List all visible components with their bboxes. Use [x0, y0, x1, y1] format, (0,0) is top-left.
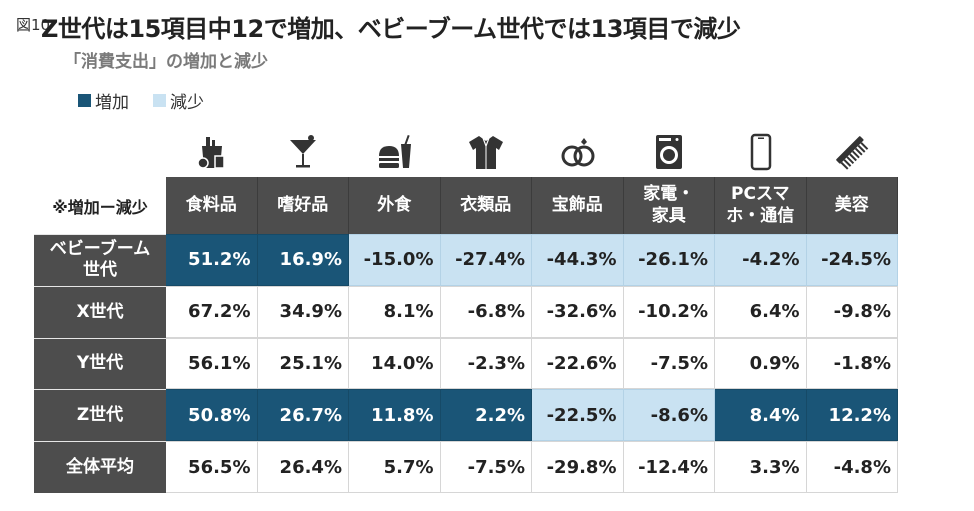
table-cell: -4.8%: [806, 441, 898, 493]
table-cell: 0.9%: [715, 337, 807, 390]
table-cell: -27.4%: [440, 234, 532, 286]
category-icons: [166, 128, 898, 176]
table-row: ベビーブーム 世代 51.2% 16.9% -15.0% -27.4% -44.…: [34, 234, 898, 286]
table-cell: -1.8%: [806, 337, 898, 390]
table-cell: -22.6%: [532, 337, 624, 390]
column-header: 嗜好品: [257, 177, 349, 234]
legend: 増加 減少: [78, 88, 228, 113]
table-cell: -6.8%: [440, 285, 532, 338]
row-header: Z世代: [34, 389, 166, 442]
fast-food-icon: [349, 128, 441, 176]
table-row: Z世代 50.8% 26.7% 11.8% 2.2% -22.5% -8.6% …: [34, 389, 898, 442]
table-cell: 51.2%: [166, 234, 258, 286]
table-cell: -26.1%: [623, 234, 715, 286]
table-cell: 8.4%: [715, 389, 807, 442]
table-cell: -7.5%: [440, 441, 532, 493]
table-cell: 6.4%: [715, 285, 807, 338]
table-cell: -8.6%: [623, 389, 715, 442]
table-cell: -7.5%: [623, 337, 715, 390]
column-header: PCスマ ホ・通信: [715, 177, 807, 234]
table-cell: -15.0%: [349, 234, 441, 286]
legend-label-increase: 増加: [95, 93, 129, 113]
row-header: X世代: [34, 285, 166, 338]
table-cell: -2.3%: [440, 337, 532, 390]
table-cell: 26.4%: [257, 441, 349, 493]
cocktail-glass-icon: [258, 128, 350, 176]
header-row: ※増加ー減少 食料品 嗜好品 外食 衣類品 宝飾品 家電・ 家具 PCスマ ホ・…: [34, 177, 898, 234]
table-row: Y世代 56.1% 25.1% 14.0% -2.3% -22.6% -7.5%…: [34, 337, 898, 390]
table-cell: -10.2%: [623, 285, 715, 338]
column-header: 食料品: [166, 177, 258, 234]
washing-machine-icon: [624, 128, 716, 176]
table-cell: -9.8%: [806, 285, 898, 338]
table-cell: -29.8%: [532, 441, 624, 493]
corner-label: ※増加ー減少: [34, 177, 166, 234]
column-header: 衣類品: [440, 177, 532, 234]
table-cell: -4.2%: [715, 234, 807, 286]
table-cell: 50.8%: [166, 389, 258, 442]
table-row: 全体平均 56.5% 26.4% 5.7% -7.5% -29.8% -12.4…: [34, 441, 898, 493]
column-header: 家電・ 家具: [623, 177, 715, 234]
table-cell: 5.7%: [349, 441, 441, 493]
row-header: ベビーブーム 世代: [34, 234, 166, 286]
table-cell: 8.1%: [349, 285, 441, 338]
table-cell: -32.6%: [532, 285, 624, 338]
smartphone-icon: [715, 128, 807, 176]
row-header: 全体平均: [34, 441, 166, 493]
table-cell: 11.8%: [349, 389, 441, 442]
table-cell: 34.9%: [257, 285, 349, 338]
grocery-bag-icon: [166, 128, 258, 176]
chart-subtitle: 「消費支出」の増加と減少: [64, 52, 268, 72]
figure-label: 図10: [16, 16, 51, 34]
shirt-icon: [441, 128, 533, 176]
column-header: 美容: [806, 177, 898, 234]
table-row: X世代 67.2% 34.9% 8.1% -6.8% -32.6% -10.2%…: [34, 285, 898, 338]
comb-icon: [807, 128, 899, 176]
legend-swatch-increase: [78, 94, 91, 107]
row-header: Y世代: [34, 337, 166, 390]
data-table: ※増加ー減少 食料品 嗜好品 外食 衣類品 宝飾品 家電・ 家具 PCスマ ホ・…: [34, 177, 898, 493]
table-cell: 12.2%: [806, 389, 898, 442]
table-cell: -24.5%: [806, 234, 898, 286]
legend-item-increase: 増加: [78, 88, 129, 113]
table-cell: -44.3%: [532, 234, 624, 286]
chart-title: Z世代は15項目中12で増加、ベビーブーム世代では13項目で減少: [41, 15, 741, 43]
column-header: 外食: [349, 177, 441, 234]
table-cell: 3.3%: [715, 441, 807, 493]
legend-label-decrease: 減少: [170, 93, 204, 113]
rings-icon: [532, 128, 624, 176]
legend-item-decrease: 減少: [153, 88, 204, 113]
table-cell: 2.2%: [440, 389, 532, 442]
table-cell: 26.7%: [257, 389, 349, 442]
column-header: 宝飾品: [532, 177, 624, 234]
table-cell: 14.0%: [349, 337, 441, 390]
table-cell: 56.1%: [166, 337, 258, 390]
legend-swatch-decrease: [153, 94, 166, 107]
table-cell: 56.5%: [166, 441, 258, 493]
table-cell: 25.1%: [257, 337, 349, 390]
table-cell: -12.4%: [623, 441, 715, 493]
table-cell: 16.9%: [257, 234, 349, 286]
table-cell: -22.5%: [532, 389, 624, 442]
table-cell: 67.2%: [166, 285, 258, 338]
